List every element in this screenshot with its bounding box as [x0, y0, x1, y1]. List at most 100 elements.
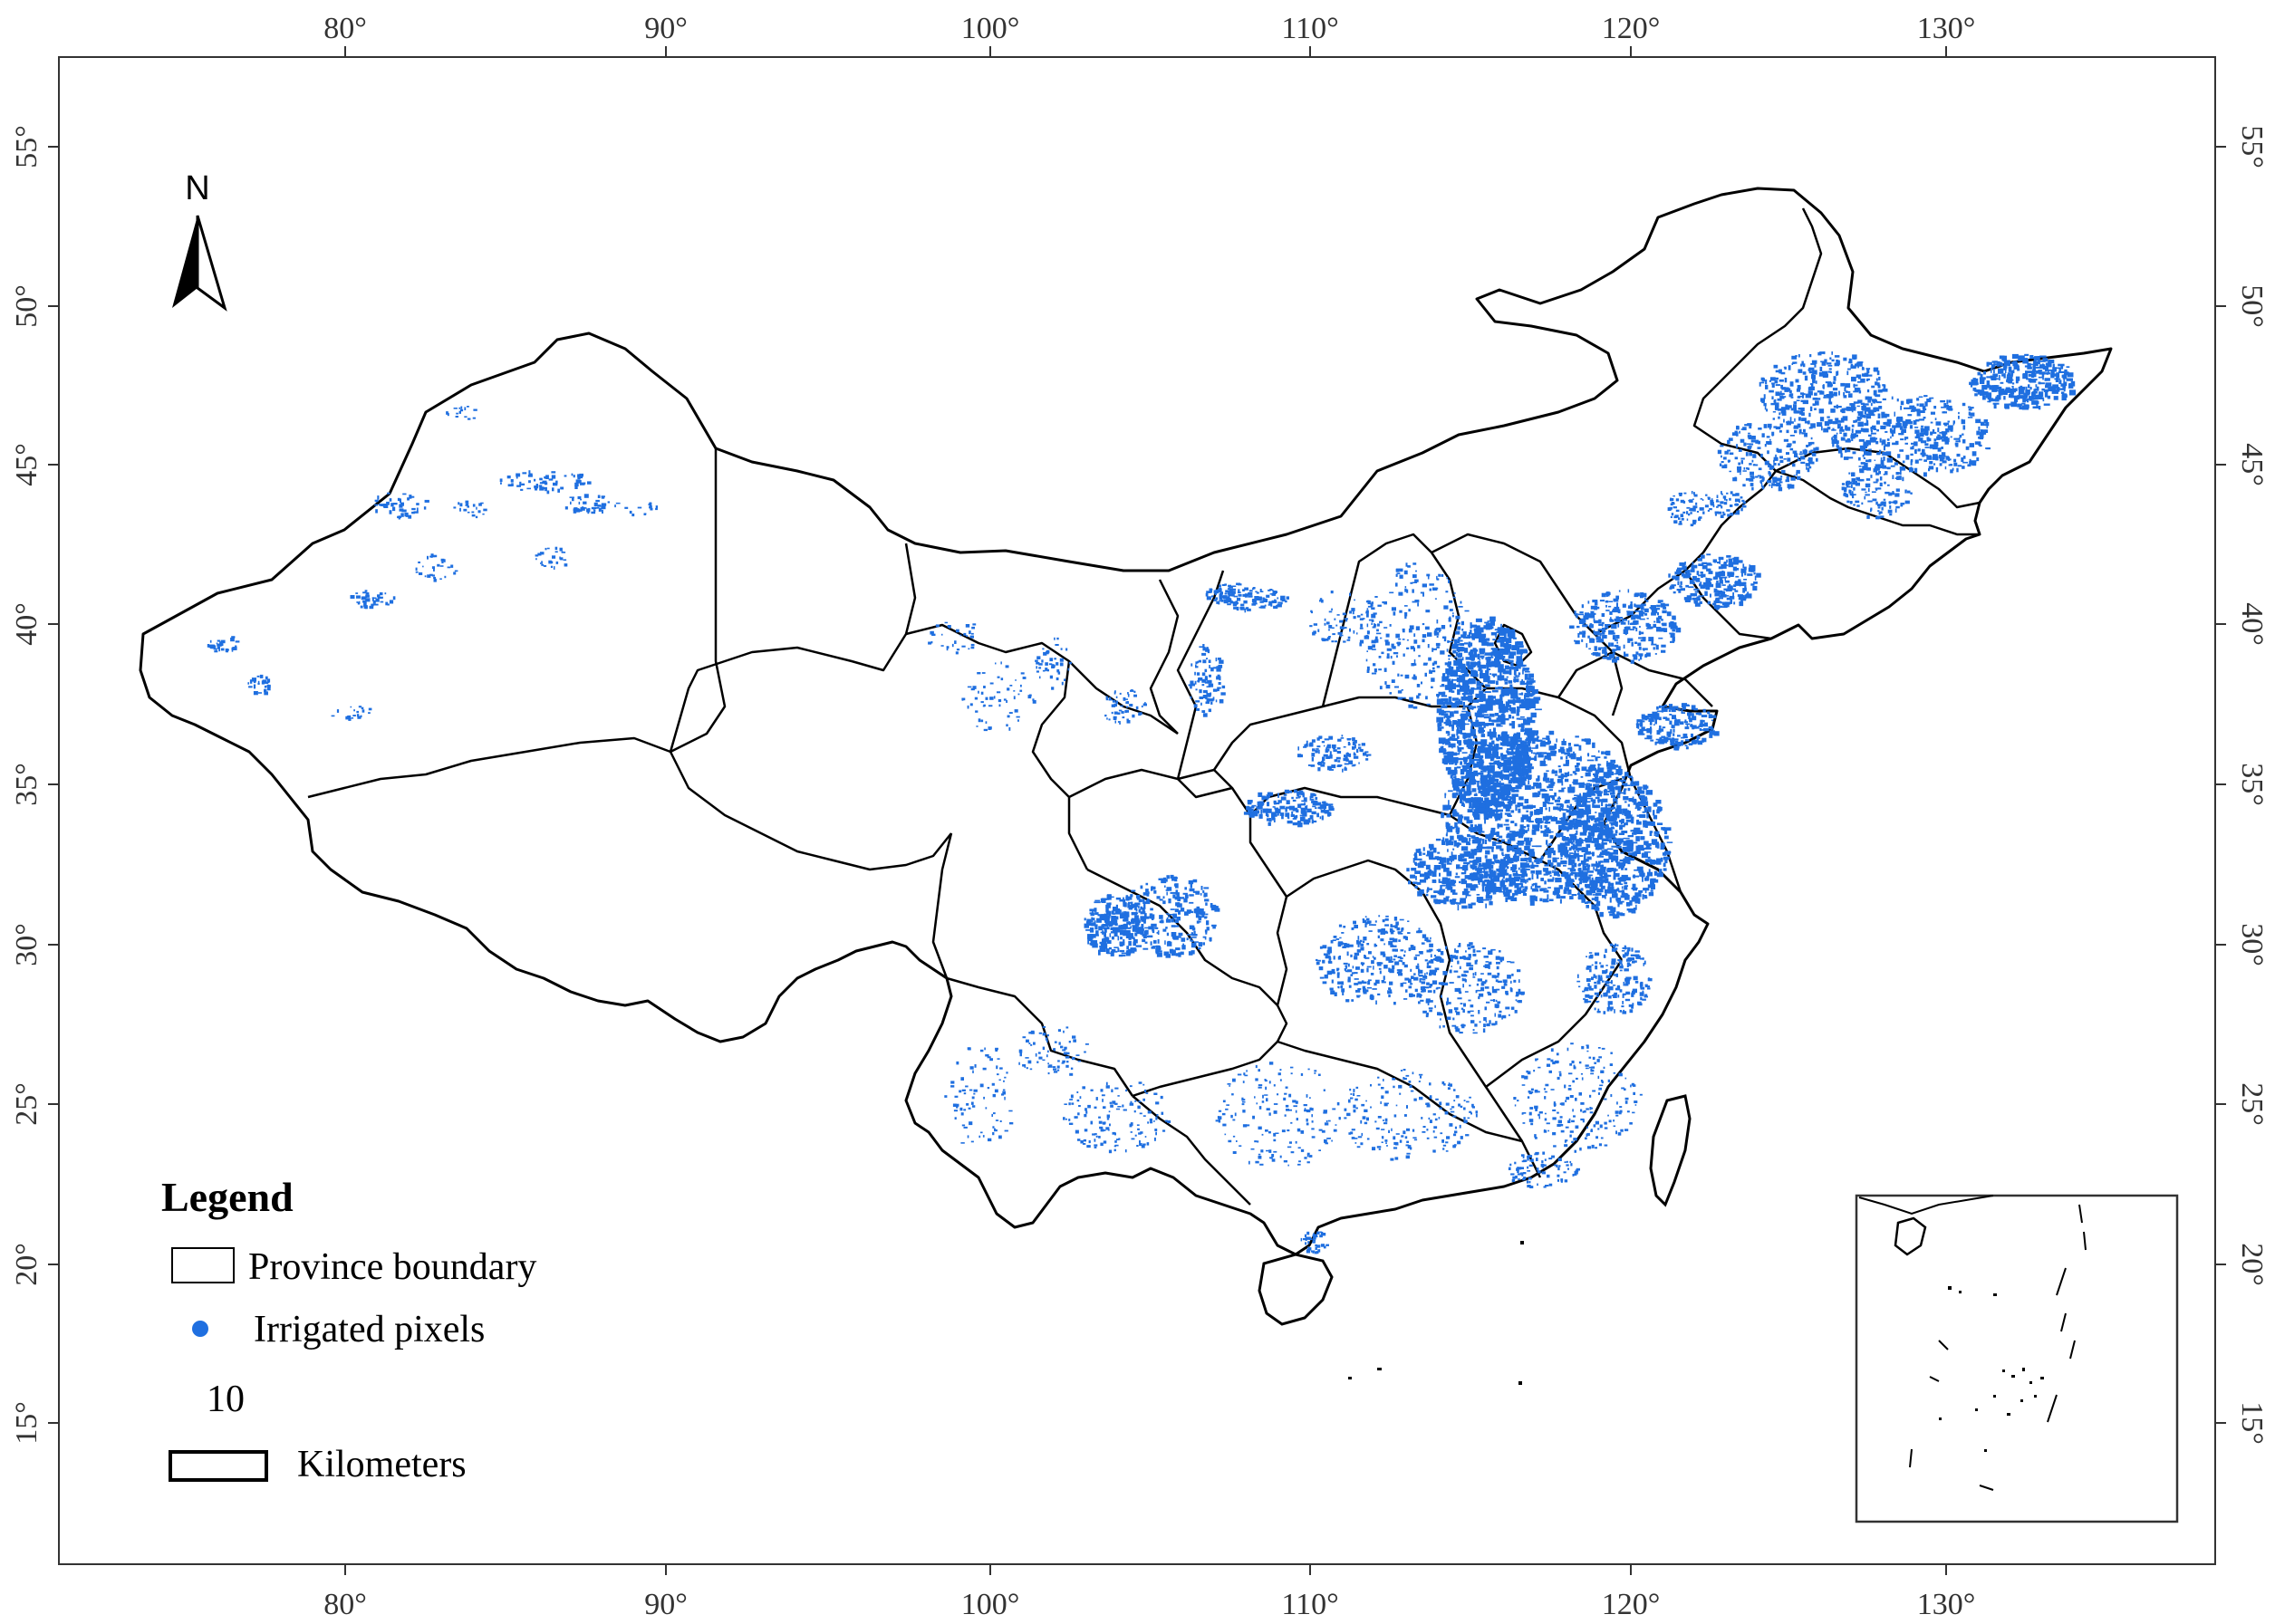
- irrigated-pixel: [1962, 425, 1966, 430]
- irrigated-pixel: [1509, 633, 1515, 639]
- irrigated-pixel: [1447, 680, 1453, 686]
- irrigated-pixel: [1714, 604, 1721, 610]
- irrigated-pixel: [1634, 641, 1638, 644]
- irrigated-pixel: [1515, 804, 1520, 807]
- irrigated-pixel: [1583, 820, 1588, 823]
- irrigated-pixel: [1466, 842, 1471, 846]
- irrigated-pixel: [1720, 445, 1724, 447]
- irrigated-pixel: [1604, 873, 1607, 879]
- irrigated-pixel: [1573, 825, 1578, 828]
- irrigated-pixel: [1442, 691, 1446, 694]
- irrigated-pixel: [1472, 663, 1480, 665]
- irrigated-pixel: [1597, 860, 1601, 864]
- irrigated-pixel: [1414, 870, 1422, 874]
- irrigated-pixel: [1602, 631, 1605, 635]
- irrigated-pixel: [1794, 410, 1800, 414]
- irrigated-pixel: [1534, 708, 1542, 711]
- irrigated-pixel: [1991, 368, 1992, 373]
- irrigated-pixel: [1457, 745, 1460, 748]
- irrigated-pixel: [1444, 697, 1448, 705]
- irrigated-pixel: [1697, 558, 1702, 562]
- irrigated-pixel: [1474, 824, 1477, 829]
- irrigated-pixel: [1848, 393, 1853, 398]
- irrigated-pixel: [1930, 411, 1935, 415]
- irrigated-pixel: [1450, 835, 1454, 841]
- irrigated-pixel: [1845, 425, 1848, 430]
- irrigated-pixel: [1890, 465, 1895, 467]
- irrigated-pixel: [1659, 737, 1663, 741]
- irrigated-pixel: [1949, 464, 1953, 466]
- irrigated-pixel: [1516, 649, 1524, 655]
- irrigated-pixel: [1865, 407, 1871, 412]
- hainan-outline: [1258, 1253, 1334, 1326]
- irrigated-pixel: [1629, 858, 1634, 861]
- irrigated-pixel: [1746, 593, 1752, 599]
- irrigated-pixel: [1468, 797, 1471, 803]
- irrigated-pixel: [1480, 793, 1486, 796]
- irrigated-pixel: [1614, 833, 1617, 836]
- irrigated-pixel: [1512, 734, 1518, 740]
- irrigated-pixel: [1489, 889, 1497, 893]
- irrigated-pixel: [1617, 887, 1619, 890]
- irrigated-pixel: [1775, 454, 1777, 459]
- irrigated-pixel: [1569, 783, 1572, 790]
- irrigated-pixel: [1698, 595, 1702, 598]
- irrigated-pixel: [1528, 686, 1535, 690]
- irrigated-pixel: [1460, 761, 1462, 765]
- irrigated-pixel: [1671, 584, 1676, 587]
- irrigated-pixel: [1478, 660, 1480, 663]
- irrigated-pixel: [1676, 708, 1681, 710]
- irrigated-pixel: [1490, 860, 1495, 865]
- irrigated-pixel: [1640, 592, 1644, 595]
- irrigated-pixel: [1603, 790, 1608, 793]
- irrigated-pixel: [1619, 808, 1623, 814]
- irrigated-pixel: [1499, 860, 1506, 864]
- irrigated-pixel: [1591, 877, 1594, 880]
- irrigated-pixel: [1798, 369, 1803, 373]
- irrigated-pixel: [1730, 562, 1736, 564]
- irrigated-pixel: [1798, 459, 1801, 462]
- irrigated-pixel: [1723, 562, 1726, 565]
- irrigated-pixel: [1891, 396, 1894, 400]
- irrigated-pixel: [1624, 893, 1629, 898]
- irrigated-pixel: [1443, 898, 1445, 902]
- irrigated-pixel: [1516, 883, 1523, 886]
- irrigated-pixel: [1515, 641, 1518, 649]
- irrigated-pixel: [1460, 846, 1469, 851]
- irrigated-pixel: [1547, 879, 1554, 882]
- irrigated-pixel: [1600, 872, 1608, 875]
- irrigated-pixel: [2058, 370, 2065, 373]
- irrigated-pixel: [1663, 716, 1668, 719]
- irrigated-pixel: [1670, 640, 1675, 643]
- irrigated-pixel: [1649, 721, 1653, 726]
- irrigated-pixel: [1740, 460, 1743, 465]
- irrigated-pixel: [1458, 783, 1466, 785]
- irrigated-pixel: [1956, 453, 1961, 457]
- irrigated-pixel: [1802, 363, 1806, 368]
- irrigated-pixel: [1521, 814, 1528, 820]
- irrigated-pixel: [2007, 360, 2010, 367]
- irrigated-pixel: [1681, 572, 1684, 577]
- irrigated-pixel: [1483, 723, 1489, 726]
- irrigated-pixel: [1933, 445, 1938, 450]
- irrigated-pixel: [1720, 574, 1724, 577]
- irrigated-pixel: [1446, 862, 1452, 865]
- irrigated-pixel: [1522, 664, 1527, 667]
- irrigated-pixel: [1422, 592, 1424, 597]
- irrigated-pixel: [1493, 790, 1497, 795]
- irrigated-pixel: [1539, 889, 1543, 892]
- irrigated-pixel: [1832, 420, 1838, 425]
- irrigated-pixel: [1656, 822, 1663, 825]
- irrigated-pixel: [1479, 698, 1486, 701]
- irrigated-pixel: [1447, 841, 1453, 846]
- irrigated-pixel: [1411, 663, 1415, 667]
- irrigated-pixel: [1867, 409, 1871, 414]
- irrigated-pixel: [1557, 847, 1563, 853]
- irrigated-pixel: [1810, 437, 1813, 440]
- irrigated-pixel: [2052, 388, 2055, 394]
- irrigated-pixel: [1656, 627, 1662, 632]
- irrigated-pixel: [1399, 610, 1403, 613]
- irrigated-pixel: [1633, 620, 1639, 625]
- irrigated-pixel: [1495, 812, 1499, 818]
